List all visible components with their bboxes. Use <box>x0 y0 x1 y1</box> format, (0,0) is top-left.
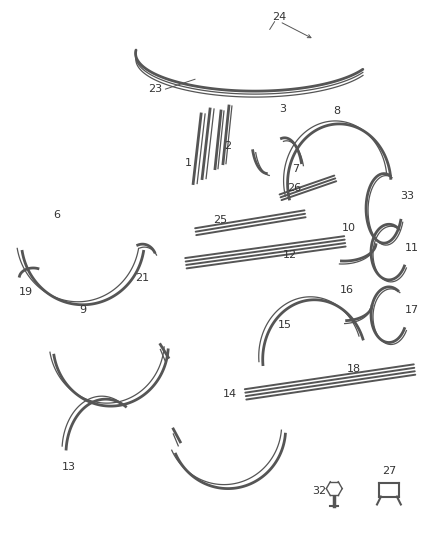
Text: 11: 11 <box>405 243 419 253</box>
Text: 12: 12 <box>283 250 297 260</box>
Text: 27: 27 <box>382 466 396 475</box>
Text: 33: 33 <box>400 191 414 201</box>
Text: 25: 25 <box>213 215 227 225</box>
Text: 9: 9 <box>79 305 86 314</box>
Text: 15: 15 <box>278 320 292 329</box>
Text: 26: 26 <box>287 182 302 192</box>
Text: 8: 8 <box>334 106 341 116</box>
Text: 1: 1 <box>185 158 192 168</box>
Text: 19: 19 <box>19 287 33 297</box>
Text: 3: 3 <box>279 104 286 114</box>
Text: 2: 2 <box>224 141 232 151</box>
Text: 23: 23 <box>148 84 162 94</box>
Text: 13: 13 <box>62 462 76 472</box>
Text: 32: 32 <box>312 486 326 496</box>
Text: 10: 10 <box>342 223 356 233</box>
Text: 7: 7 <box>292 164 299 174</box>
Text: 16: 16 <box>340 285 354 295</box>
Text: 24: 24 <box>272 12 287 22</box>
Text: 18: 18 <box>347 365 361 374</box>
Text: 6: 6 <box>53 211 60 220</box>
Text: 14: 14 <box>223 389 237 399</box>
Text: 17: 17 <box>405 305 419 314</box>
Text: 21: 21 <box>135 273 149 283</box>
